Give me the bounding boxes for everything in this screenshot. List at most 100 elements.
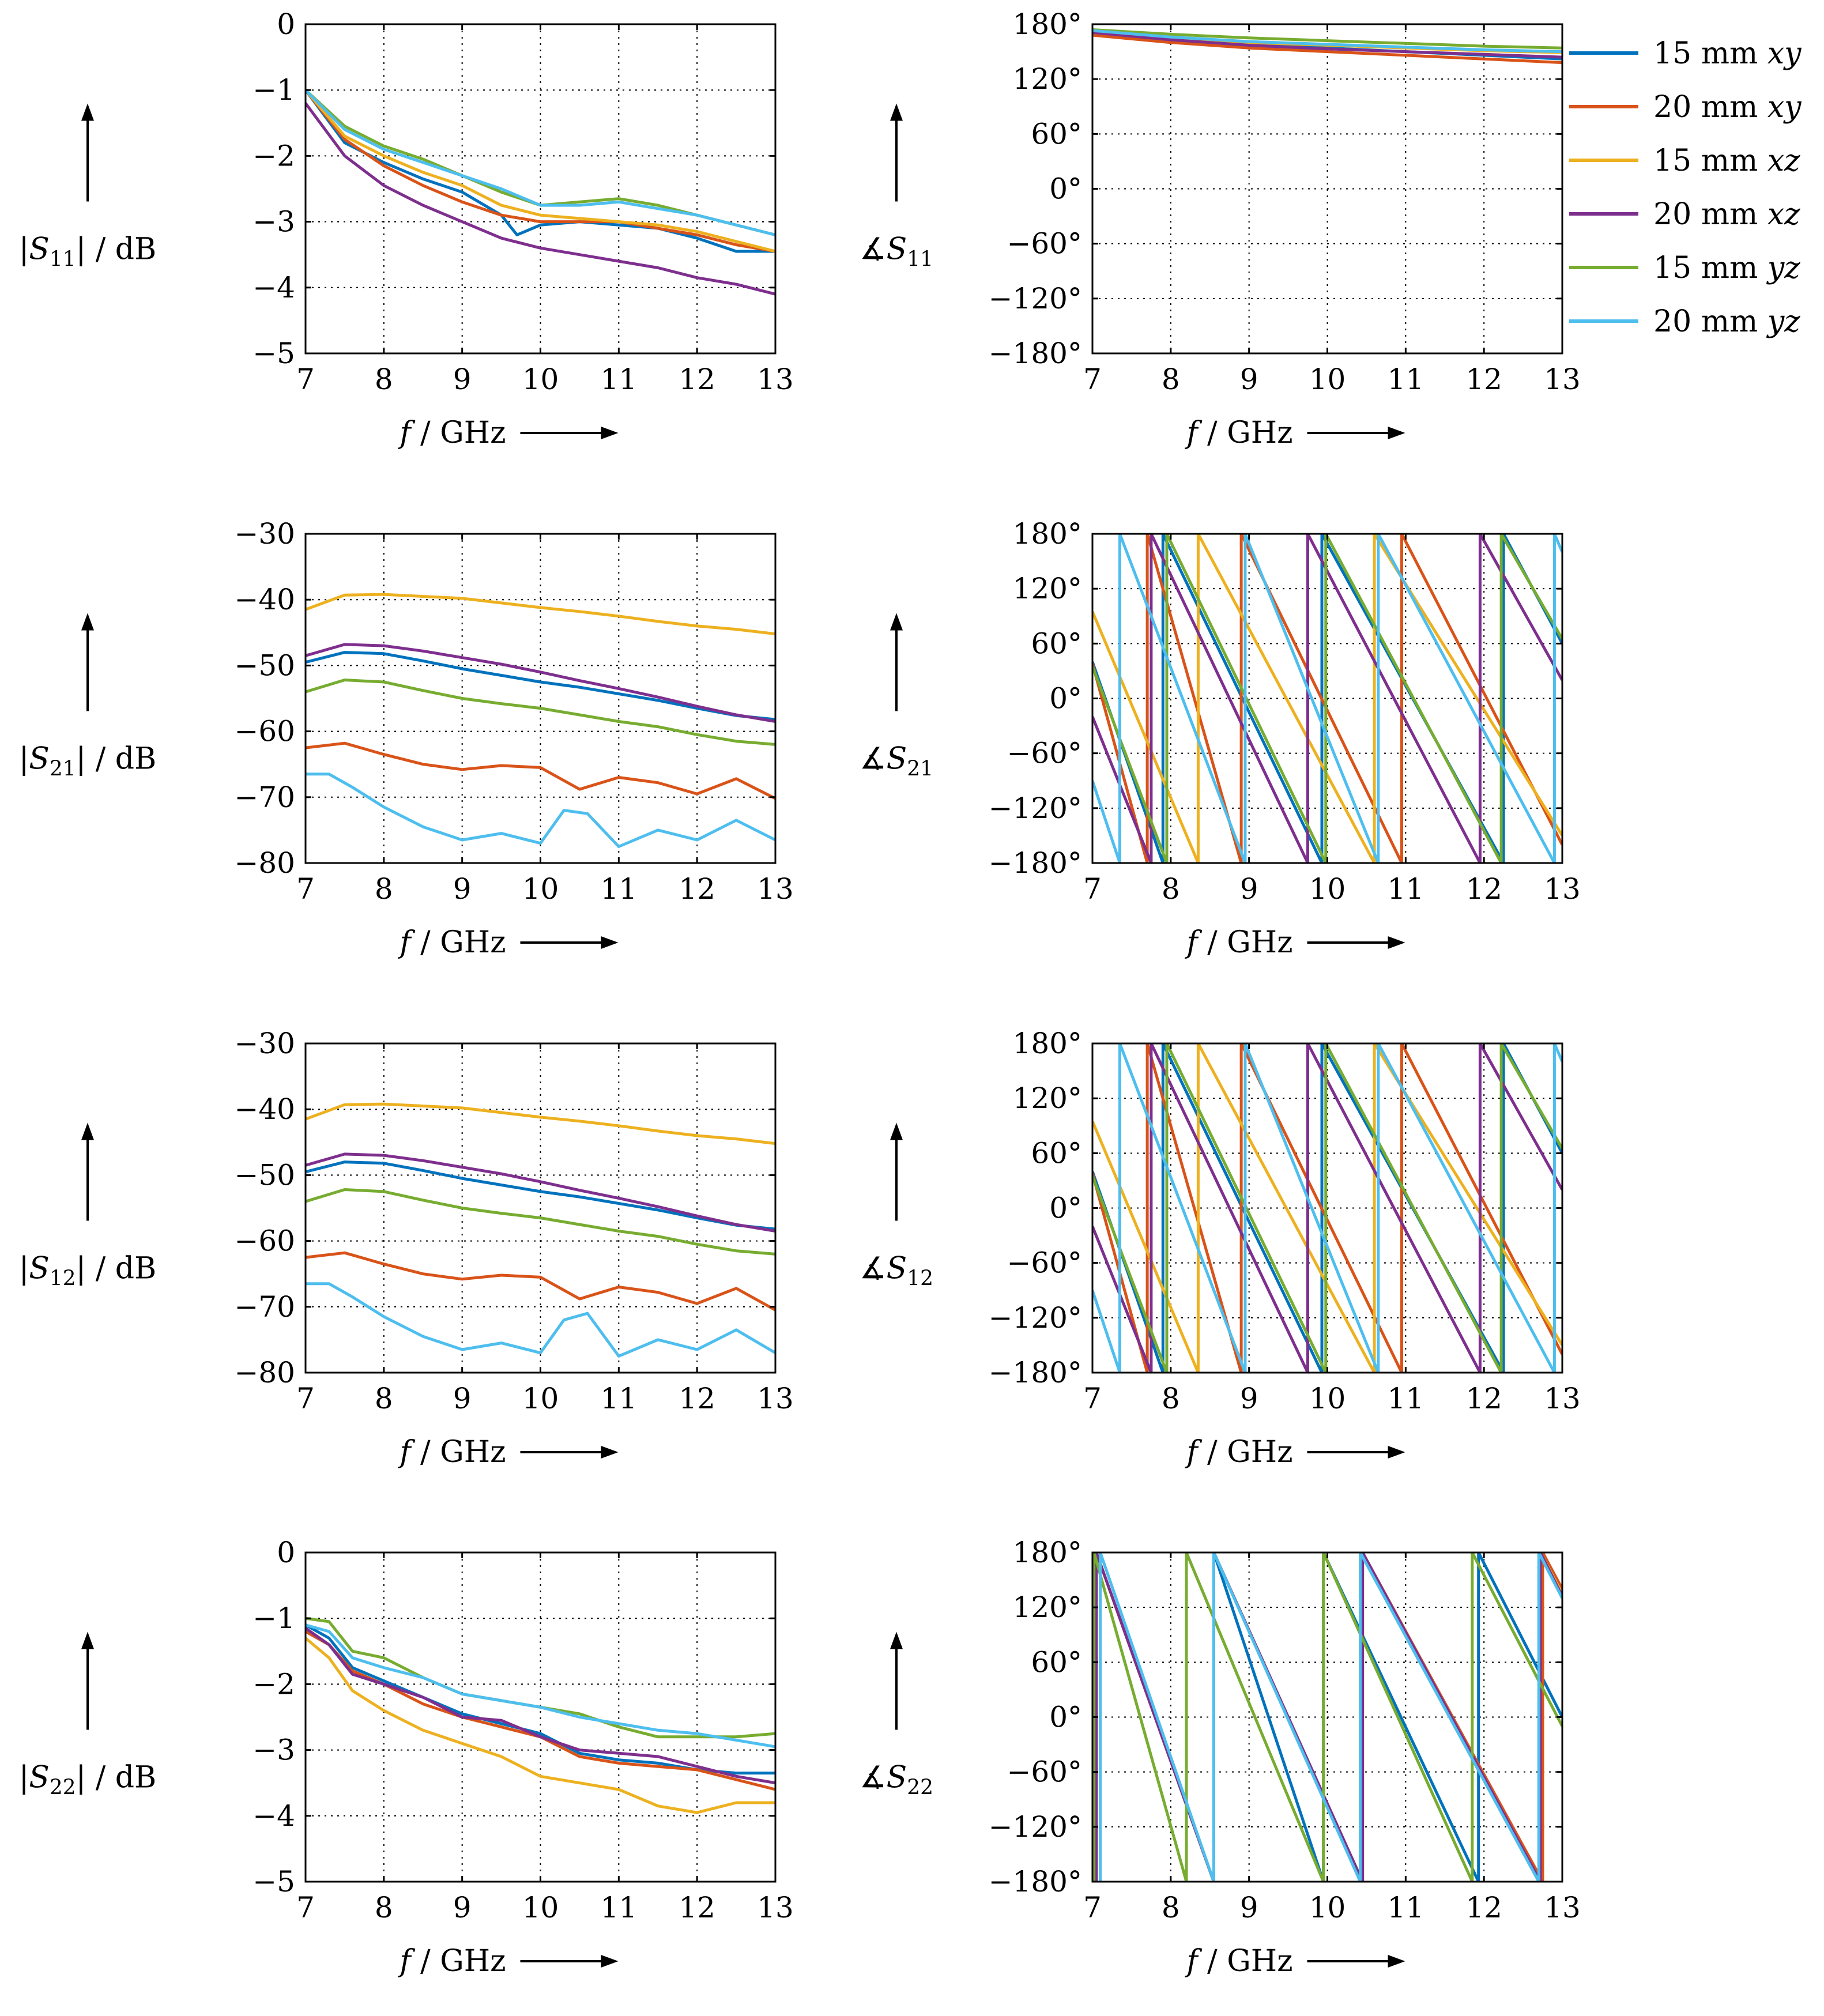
y-tick-label: −5 <box>253 337 295 370</box>
x-tick-label: 8 <box>375 872 393 906</box>
legend-item: 20 mm yz <box>1569 304 1800 339</box>
x-axis-label: f / GHz <box>397 1435 506 1469</box>
y-axis-label: ∡S12 <box>860 1252 933 1291</box>
x-tick-label: 12 <box>1465 363 1502 396</box>
x-axis-arrow-head <box>1388 1955 1405 1968</box>
y-tick-label: −180° <box>989 1865 1082 1898</box>
series-line-20-mm-xy <box>306 89 775 253</box>
x-tick-label: 10 <box>522 872 559 906</box>
y-axis-label-var: S <box>887 232 907 267</box>
x-tick-label: 9 <box>1240 872 1258 906</box>
y-axis-label-angle: ∡ <box>860 1761 887 1795</box>
series-line-20-mm-yz <box>306 1282 775 1358</box>
y-tick-label: −40 <box>234 583 295 616</box>
y-tick-label: 120° <box>1013 1591 1082 1624</box>
series-line-15-mm-xz <box>306 89 775 253</box>
x-tick-label: 11 <box>1388 1891 1424 1924</box>
chart-s22_phase: 7 8 9 10 11 12 13 180° 120° 60° 0° −60° −120° −180° f … <box>860 1536 1581 1979</box>
y-axis-label: ∡S21 <box>860 742 933 781</box>
x-tick-label: 8 <box>1162 872 1180 906</box>
x-tick-label: 10 <box>1309 1382 1346 1415</box>
x-tick-label: 8 <box>375 1382 393 1415</box>
y-axis-label-subscript: 11 <box>907 248 933 272</box>
chart-s21_mag: 7 8 9 10 11 12 13 −30 −40 −50 −60 −70 −80 f / GHz |S21… <box>19 517 794 960</box>
x-axis-unit: / GHz <box>411 1435 506 1469</box>
series-line-20-mm-xz <box>1092 1043 1562 1373</box>
y-axis-arrow-head <box>890 1631 903 1649</box>
y-axis-label-unit: | / dB <box>76 232 157 267</box>
x-axis-unit: / GHz <box>411 925 506 960</box>
y-tick-label: 0° <box>1049 1701 1082 1734</box>
x-tick-label: 13 <box>757 872 794 906</box>
y-tick-label: −1 <box>253 73 295 107</box>
y-axis-label-subscript: 12 <box>907 1267 933 1291</box>
y-axis-arrow-head <box>890 613 903 631</box>
x-tick-label: 13 <box>757 1891 794 1924</box>
x-tick-label: 12 <box>679 363 715 396</box>
y-axis-label: |S22| / dB <box>19 1761 157 1800</box>
y-tick-label: −60 <box>234 715 295 748</box>
y-axis-label: ∡S11 <box>860 232 933 272</box>
y-axis-label-var: S <box>887 1761 907 1795</box>
legend-label: 15 mm xz <box>1653 144 1800 178</box>
series-line-20-mm-yz <box>1092 29 1562 54</box>
y-axis-arrow-head <box>81 1122 94 1140</box>
legend-item: 15 mm xz <box>1569 144 1800 178</box>
y-axis-label-unit: | / dB <box>76 1761 157 1795</box>
x-tick-label: 11 <box>1388 363 1424 396</box>
y-tick-label: −4 <box>253 271 295 304</box>
y-tick-label: −60° <box>1007 227 1082 261</box>
y-tick-label: 60° <box>1031 627 1082 660</box>
y-tick-label: −80 <box>234 1356 295 1389</box>
x-tick-label: 13 <box>1544 872 1581 906</box>
y-tick-label: −30 <box>234 1027 295 1060</box>
x-tick-label: 10 <box>1309 1891 1346 1924</box>
x-tick-label: 9 <box>1240 363 1258 396</box>
x-tick-label: 13 <box>1544 363 1581 396</box>
x-axis-unit: / GHz <box>1198 925 1293 960</box>
legend-label-size: 15 mm <box>1653 36 1768 71</box>
x-tick-label: 12 <box>1465 1891 1502 1924</box>
y-tick-label: 120° <box>1013 62 1082 96</box>
x-axis-unit: / GHz <box>411 416 506 450</box>
legend-label-plane: yz <box>1766 304 1800 339</box>
y-tick-label: 0 <box>277 7 295 41</box>
legend-label: 20 mm xz <box>1653 197 1800 232</box>
y-axis-label-unit: | / dB <box>76 742 157 777</box>
legend-label-size: 20 mm <box>1653 304 1768 339</box>
x-axis-arrow-head <box>1388 427 1405 439</box>
x-axis-label: f / GHz <box>397 1944 506 1979</box>
y-axis-arrow-head <box>81 613 94 631</box>
chart-s12_mag: 7 8 9 10 11 12 13−30−40−50−60−70−80f / GHz|S12… <box>19 1027 794 1469</box>
y-tick-label: −40 <box>234 1092 295 1126</box>
legend-label: 15 mm xy <box>1653 36 1802 71</box>
series-line-20-mm-yz <box>1092 1043 1562 1373</box>
series-line-20-mm-xz <box>1092 534 1562 863</box>
x-tick-label: 12 <box>1465 1382 1502 1415</box>
legend-label: 20 mm yz <box>1653 304 1800 339</box>
x-tick-label: 11 <box>601 1891 638 1924</box>
y-axis-label-open: | <box>19 1761 29 1795</box>
y-tick-label: −70 <box>234 1290 295 1324</box>
x-axis-label: f / GHz <box>397 925 506 960</box>
series-line-15-mm-yz <box>306 1188 775 1256</box>
chart-s21_phase: 7 8 9 10 11 12 13 180° 120° 60° 0° −60° −120° −180° f … <box>860 517 1581 960</box>
y-tick-label: 0° <box>1049 1192 1082 1225</box>
y-axis-label-angle: ∡ <box>860 742 887 777</box>
series-line-15-mm-yz <box>1092 28 1562 50</box>
x-tick-label: 7 <box>1083 872 1102 906</box>
legend-label-size: 20 mm <box>1653 90 1768 125</box>
series-line-20-mm-yz <box>306 773 775 848</box>
y-tick-label: 60° <box>1031 1645 1082 1679</box>
y-tick-label: −180° <box>989 337 1082 370</box>
y-axis-label-subscript: 21 <box>907 758 933 781</box>
y-tick-label: −5 <box>253 1865 295 1898</box>
y-tick-label: −2 <box>253 1667 295 1701</box>
y-axis-label-var: S <box>29 742 50 777</box>
series-line-15-mm-yz <box>1092 534 1562 863</box>
x-tick-label: 11 <box>1388 1382 1424 1415</box>
x-axis-unit: / GHz <box>411 1944 506 1979</box>
y-tick-label: −60° <box>1007 1755 1082 1789</box>
chart-s11_mag: 7 8 9 10 11 12 130−1−2−3−4−5f / GHz|S11| / dB <box>19 7 794 450</box>
x-tick-label: 10 <box>522 363 559 396</box>
